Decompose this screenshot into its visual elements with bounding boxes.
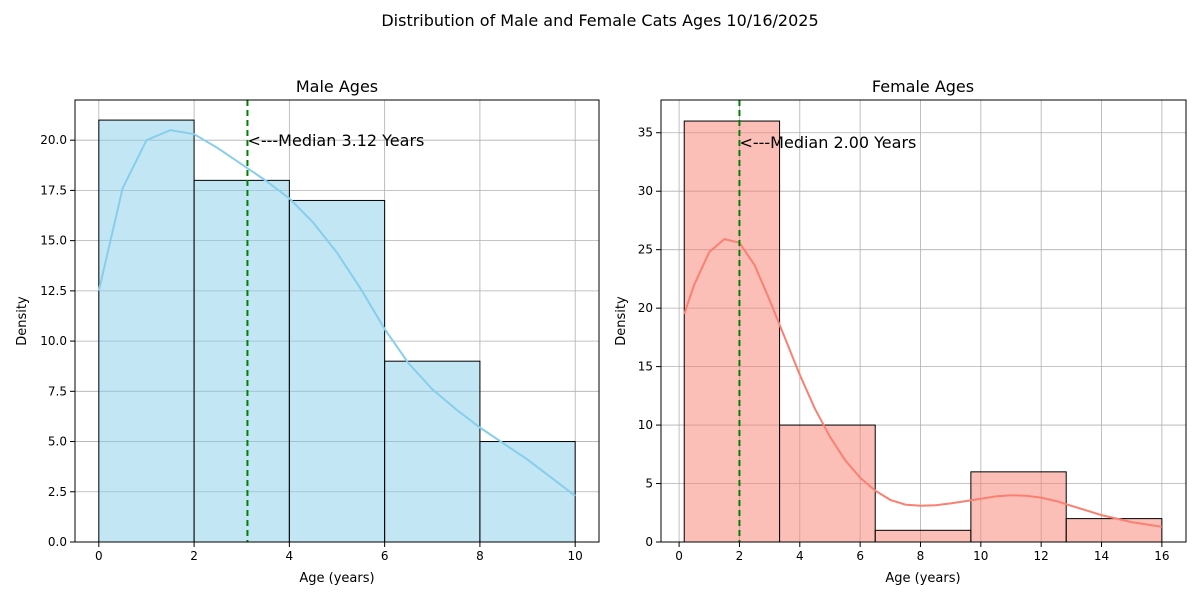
x-tick-label: 0 <box>675 549 683 563</box>
subplot-female: <---Median 2.00 Years 0 2 4 6 8 10 12 14 16 0 5 10… <box>614 77 1187 586</box>
figure-suptitle: Distribution of Male and Female Cats Age… <box>381 11 818 30</box>
median-label-male: <---Median 3.12 Years <box>247 131 424 150</box>
histogram-bar <box>193 179 290 543</box>
y-tick-label: 15 <box>638 360 653 374</box>
kde-line-male <box>97 129 576 497</box>
histogram-bar <box>874 529 972 543</box>
x-tick-label: 2 <box>736 549 744 563</box>
x-tick-label: 14 <box>1094 549 1109 563</box>
x-ticks-male: 0 2 4 6 8 10 <box>95 542 583 563</box>
x-tick-label: 10 <box>568 549 583 563</box>
x-tick-label: 0 <box>95 549 103 563</box>
histogram-bar <box>479 441 576 543</box>
y-tick-label: 12.5 <box>40 284 67 298</box>
y-tick-label: 15.0 <box>40 234 67 248</box>
y-tick-label: 5.0 <box>48 435 67 449</box>
y-tick-label: 20 <box>638 301 653 315</box>
x-tick-label: 12 <box>1034 549 1049 563</box>
histogram-bar <box>779 424 876 543</box>
y-tick-label: 25 <box>638 243 653 257</box>
histogram-bar <box>384 360 481 543</box>
y-ticks-female: 0 5 10 15 20 25 30 35 <box>638 126 661 549</box>
kde-line-female <box>683 238 1163 528</box>
histogram-bar <box>288 199 386 543</box>
y-tick-label: 17.5 <box>40 183 67 197</box>
x-tick-label: 6 <box>381 549 389 563</box>
axes-frame-male <box>74 99 600 543</box>
subplot-title-male: Male Ages <box>296 77 378 96</box>
x-tick-label: 8 <box>476 549 484 563</box>
x-tick-label: 4 <box>796 549 804 563</box>
y-axis-label-female: Density <box>614 296 629 346</box>
y-tick-label: 5 <box>645 477 653 491</box>
histogram-bar <box>98 119 195 543</box>
y-ticks-male: 0.0 2.5 5.0 7.5 10.0 12.5 15.0 17.5 20.0 <box>40 133 75 549</box>
x-tick-label: 4 <box>286 549 294 563</box>
histogram-bar <box>1065 518 1163 543</box>
y-tick-label: 10.0 <box>40 334 67 348</box>
subplot-title-female: Female Ages <box>872 77 974 96</box>
x-tick-label: 10 <box>973 549 988 563</box>
x-tick-label: 6 <box>856 549 864 563</box>
y-tick-label: 0 <box>645 535 653 549</box>
y-tick-label: 2.5 <box>48 485 67 499</box>
histogram-bars-male <box>98 119 576 543</box>
y-tick-label: 35 <box>638 126 653 140</box>
y-tick-label: 10 <box>638 418 653 432</box>
x-tick-label: 8 <box>917 549 925 563</box>
histogram-bars-female <box>683 120 1163 543</box>
subplot-male: <---Median 3.12 Years 0 2 4 6 8 10 0.0 2.5 5.0 7… <box>15 77 600 586</box>
median-label-female: <---Median 2.00 Years <box>739 133 916 152</box>
y-axis-label-male: Density <box>15 296 30 346</box>
x-tick-label: 16 <box>1154 549 1169 563</box>
y-tick-label: 0.0 <box>48 535 67 549</box>
x-axis-label-female: Age (years) <box>885 571 960 586</box>
histogram-bar <box>970 471 1067 543</box>
axes-frame-female <box>660 99 1187 543</box>
y-tick-label: 30 <box>638 184 653 198</box>
x-ticks-female: 0 2 4 6 8 10 12 14 16 <box>675 542 1170 563</box>
y-tick-label: 7.5 <box>48 384 67 398</box>
x-tick-label: 2 <box>190 549 198 563</box>
x-axis-label-male: Age (years) <box>299 571 374 586</box>
y-tick-label: 20.0 <box>40 133 67 147</box>
histogram-bar <box>683 120 781 543</box>
